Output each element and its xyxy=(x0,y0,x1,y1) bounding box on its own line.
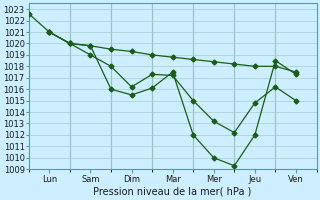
X-axis label: Pression niveau de la mer( hPa ): Pression niveau de la mer( hPa ) xyxy=(93,187,252,197)
